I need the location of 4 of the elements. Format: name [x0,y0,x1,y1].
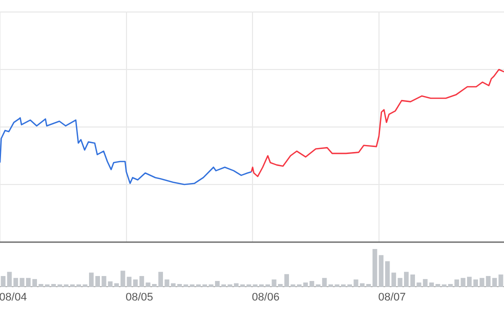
x-tick-label: 08/05 [126,292,154,304]
x-tick-label: 08/07 [378,292,406,304]
x-tick-label: 08/06 [252,292,280,304]
x-tick-label: 08/04 [0,292,27,304]
